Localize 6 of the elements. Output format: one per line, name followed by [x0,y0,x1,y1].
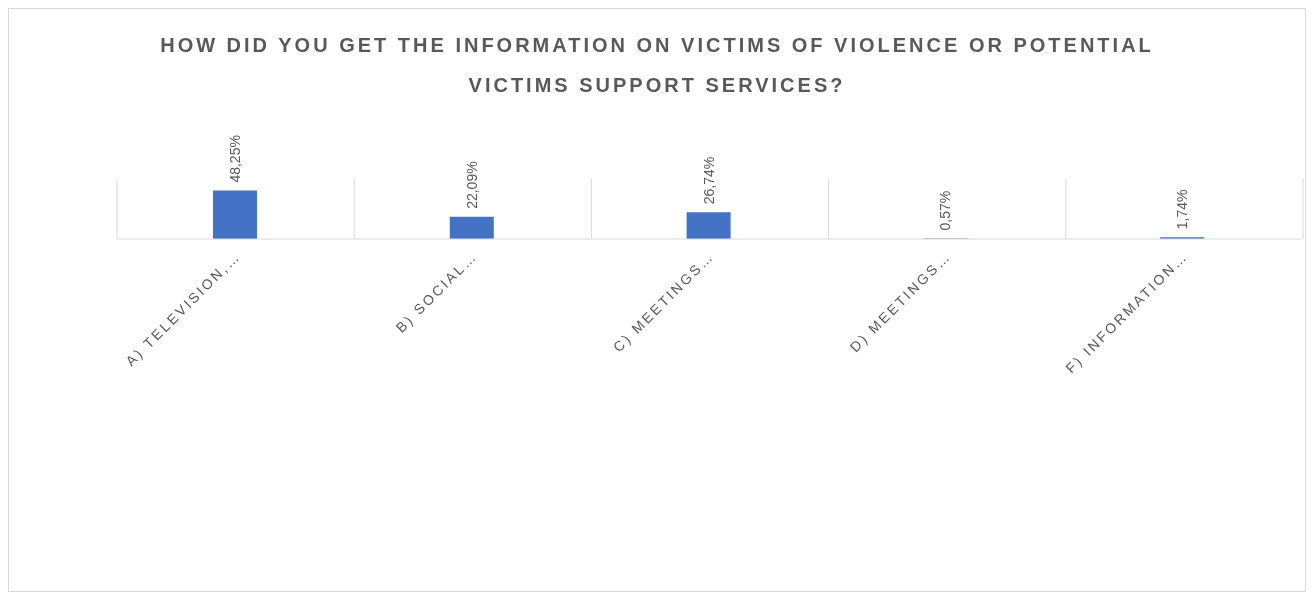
data-label: 0,57% [937,190,954,231]
data-label: 48,25% [227,135,243,183]
data-label: 26,74% [700,156,717,205]
data-label: 22,09% [463,161,480,209]
data-label: 1,74% [1174,189,1191,230]
chart-title: HOW DID YOU GET THE INFORMATION ON VICTIMS OF VIOLENCE OR POTENTIAL VICTIMS SUPPORT SERVICES? [159,33,1155,98]
